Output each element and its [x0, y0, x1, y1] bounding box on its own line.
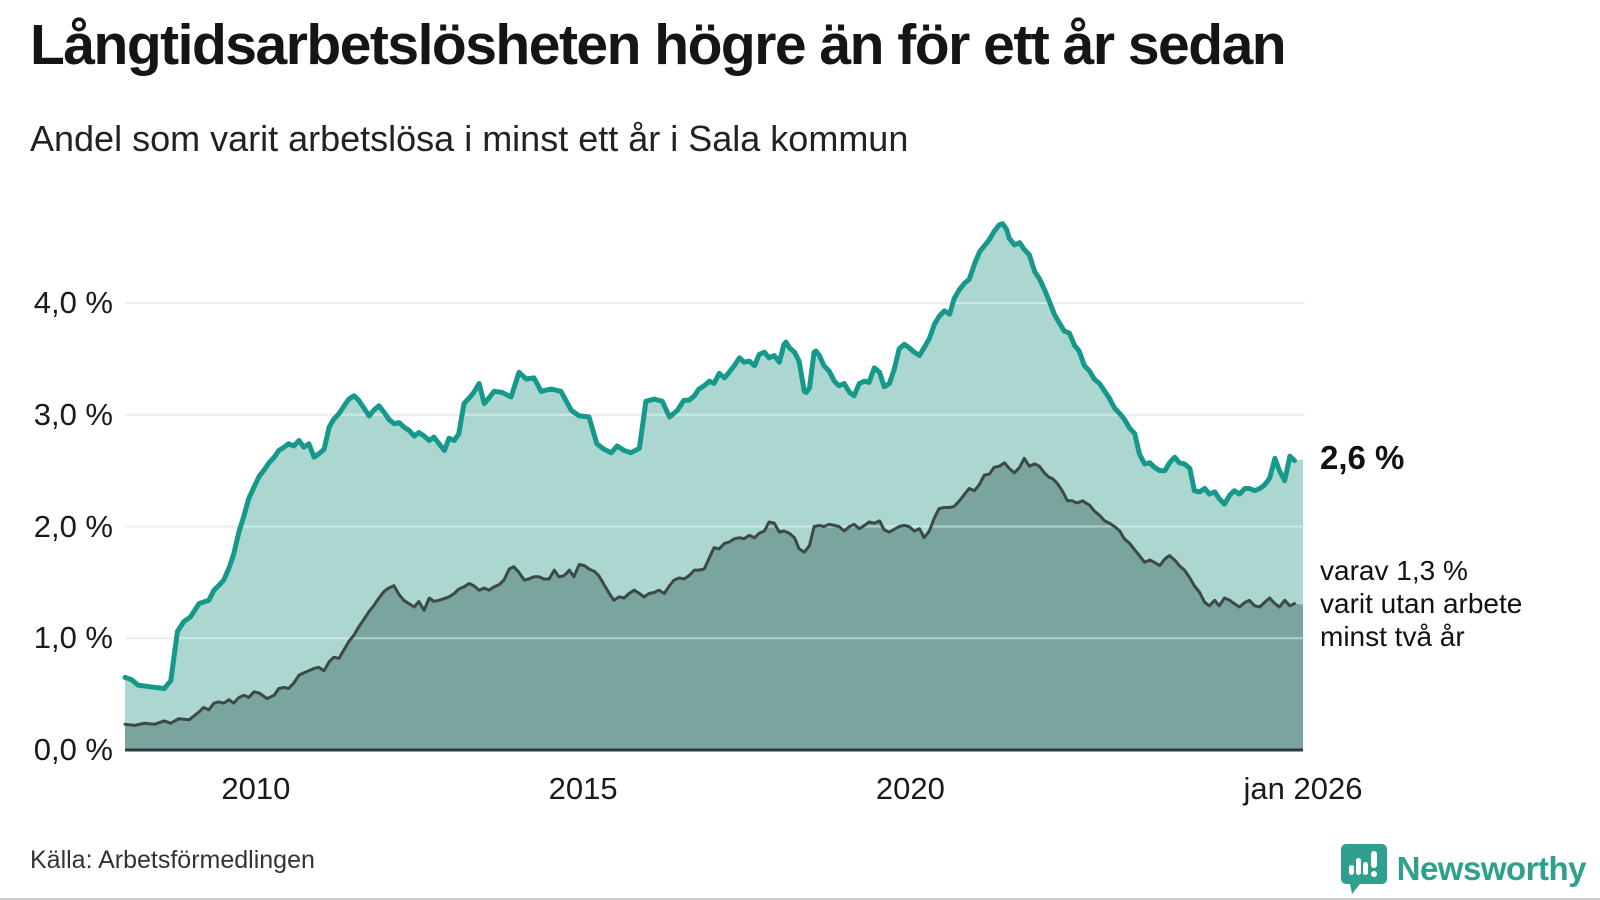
y-tick-label: 0,0 % — [33, 732, 113, 767]
y-tick-label: 4,0 % — [33, 285, 113, 320]
x-tick-label: 2015 — [548, 771, 618, 806]
area-unemployed-two-years — [125, 458, 1303, 750]
x-tick-label: 2020 — [875, 771, 945, 806]
x-tick-label: jan 2026 — [1243, 771, 1363, 806]
annotation-latest-value: 2,6 % — [1320, 439, 1405, 477]
y-tick-label: 3,0 % — [33, 396, 113, 432]
line-unemployed-one-year — [122, 221, 1297, 691]
annotation-line: varit utan arbete — [1320, 587, 1523, 619]
gridlines-overlay — [125, 302, 1305, 640]
bottom-divider — [0, 898, 1600, 900]
y-tick-label: 2,0 % — [33, 508, 113, 544]
annotation-two-years: varav 1,3 % varit utan arbete minst två … — [1320, 554, 1522, 653]
newsworthy-logo: Newsworthy — [1340, 843, 1587, 895]
newsworthy-icon — [1340, 843, 1387, 895]
annotation-line: varav 1,3 % — [1320, 554, 1468, 586]
chart-subtitle: Andel som varit arbetslösa i minst ett å… — [30, 118, 909, 159]
source-note: Källa: Arbetsförmedlingen — [30, 846, 315, 874]
annotation-line: minst två år — [1320, 620, 1465, 652]
x-tick-label: 2010 — [221, 771, 291, 806]
page-title: Långtidsarbetslösheten högre än för ett … — [30, 13, 1287, 77]
y-tick-label: 1,0 % — [33, 620, 113, 656]
newsworthy-wordmark: Newsworthy — [1396, 850, 1587, 887]
line-unemployed-two-years — [123, 456, 1296, 727]
